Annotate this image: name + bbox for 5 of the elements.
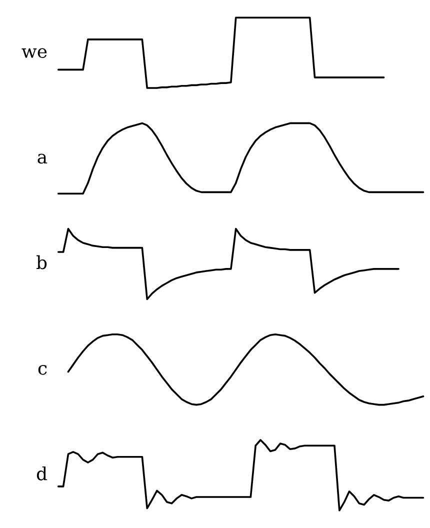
y-axis-title: a <box>38 154 48 164</box>
y-axis-title: we <box>22 48 47 58</box>
y-axis-title: b <box>36 255 47 270</box>
y-axis-title: d <box>36 466 48 480</box>
y-axis-title: c <box>38 364 47 375</box>
